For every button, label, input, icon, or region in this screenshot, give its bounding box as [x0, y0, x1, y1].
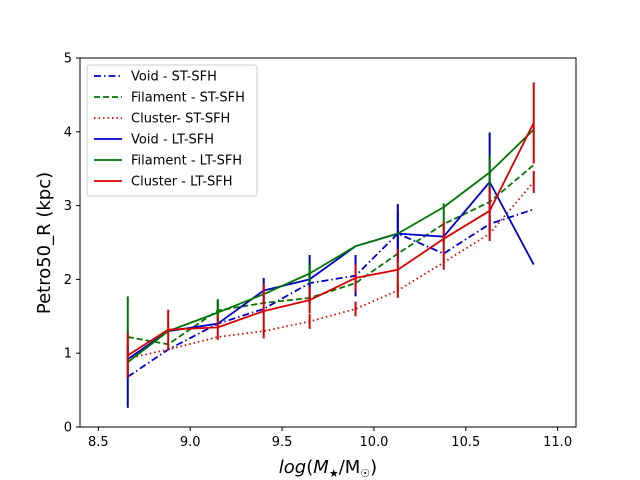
- x-tick-label: 8.5: [88, 435, 109, 450]
- y-tick-label: 3: [64, 199, 72, 214]
- series-line: [127, 208, 534, 378]
- series-line: [127, 181, 535, 360]
- legend-entry: Void - LT-SFH: [131, 133, 214, 148]
- series-line: [127, 164, 535, 346]
- x-tick-label: 11.0: [543, 435, 572, 450]
- y-tick-label: 5: [64, 52, 72, 67]
- y-tick-label: 4: [64, 125, 72, 140]
- series-line: [127, 181, 535, 360]
- x-axis-label: log(M★/M☉): [279, 457, 377, 480]
- legend-entry: Filament - LT-SFH: [131, 154, 242, 169]
- y-tick-label: 0: [64, 421, 72, 436]
- series-line: [127, 122, 535, 357]
- series-cluster-lt-sfh: [126, 82, 535, 378]
- x-tick-label: 10.0: [359, 435, 388, 450]
- y-tick-label: 2: [64, 273, 72, 288]
- y-axis: 0 1 2 3 4 5: [64, 52, 80, 436]
- y-tick-label: 1: [64, 347, 72, 362]
- x-axis: 8.5 9.0 9.5 10.0 10.5 11.0: [88, 427, 572, 450]
- plot-area: [126, 82, 535, 408]
- legend-entry: Cluster- ST-SFH: [131, 112, 230, 127]
- x-tick-label: 9.5: [272, 435, 293, 450]
- plot-frame: [79, 57, 577, 428]
- legend-entry: Filament - ST-SFH: [131, 91, 245, 106]
- y-axis-label: Petro50_R (kpc): [34, 172, 55, 314]
- legend: Void - ST-SFH Filament - ST-SFH Cluster- S…: [86, 64, 258, 197]
- x-tick-label: 10.5: [451, 435, 480, 450]
- legend-entry: Void - ST-SFH: [131, 70, 217, 85]
- legend-box: [86, 64, 258, 197]
- legend-entry: Cluster - LT-SFH: [131, 175, 233, 190]
- series-line: [127, 128, 535, 363]
- x-tick-label: 9.0: [180, 435, 201, 450]
